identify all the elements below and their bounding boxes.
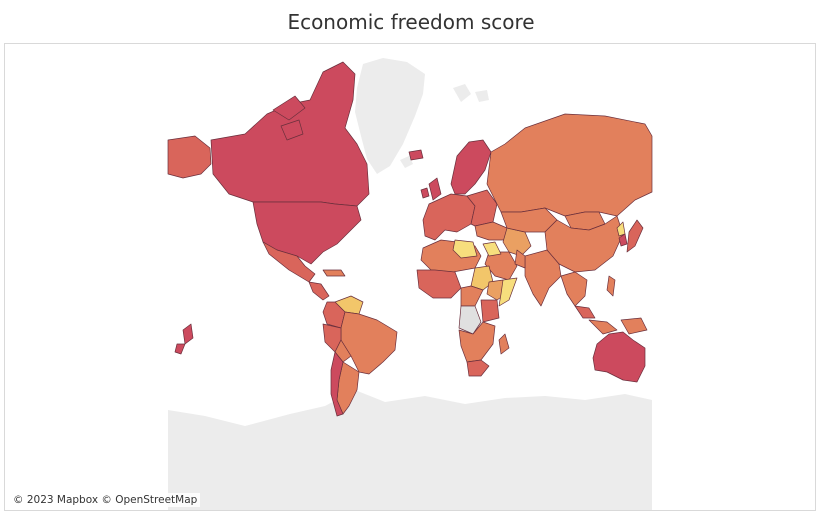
region-western-europe[interactable] xyxy=(422,193,476,241)
region-japan[interactable] xyxy=(626,219,644,253)
antarctica-land xyxy=(168,390,652,510)
chart-title: Economic freedom score xyxy=(287,10,535,34)
region-brazil[interactable] xyxy=(340,311,398,375)
country-shapes xyxy=(167,61,653,417)
greenland-land xyxy=(355,58,425,174)
region-somalia[interactable] xyxy=(498,277,518,307)
region-alaska[interactable] xyxy=(167,135,212,179)
region-chile[interactable] xyxy=(330,351,344,417)
region-russia[interactable] xyxy=(486,113,653,217)
region-scandinavia[interactable] xyxy=(450,139,492,195)
region-dr-congo[interactable] xyxy=(458,305,482,335)
world-map[interactable] xyxy=(5,44,816,511)
region-australia[interactable] xyxy=(592,331,646,383)
region-new-zealand[interactable] xyxy=(182,323,194,345)
region-libya[interactable] xyxy=(452,239,478,259)
region-united-states[interactable] xyxy=(252,201,362,265)
region-south-africa[interactable] xyxy=(466,359,490,377)
basemap-land xyxy=(168,58,652,510)
region-west-africa[interactable] xyxy=(416,269,462,299)
map-view[interactable]: © 2023 Mapbox © OpenStreetMap xyxy=(4,43,816,511)
map-attribution[interactable]: © 2023 Mapbox © OpenStreetMap xyxy=(10,493,201,507)
region-india[interactable] xyxy=(524,249,562,307)
